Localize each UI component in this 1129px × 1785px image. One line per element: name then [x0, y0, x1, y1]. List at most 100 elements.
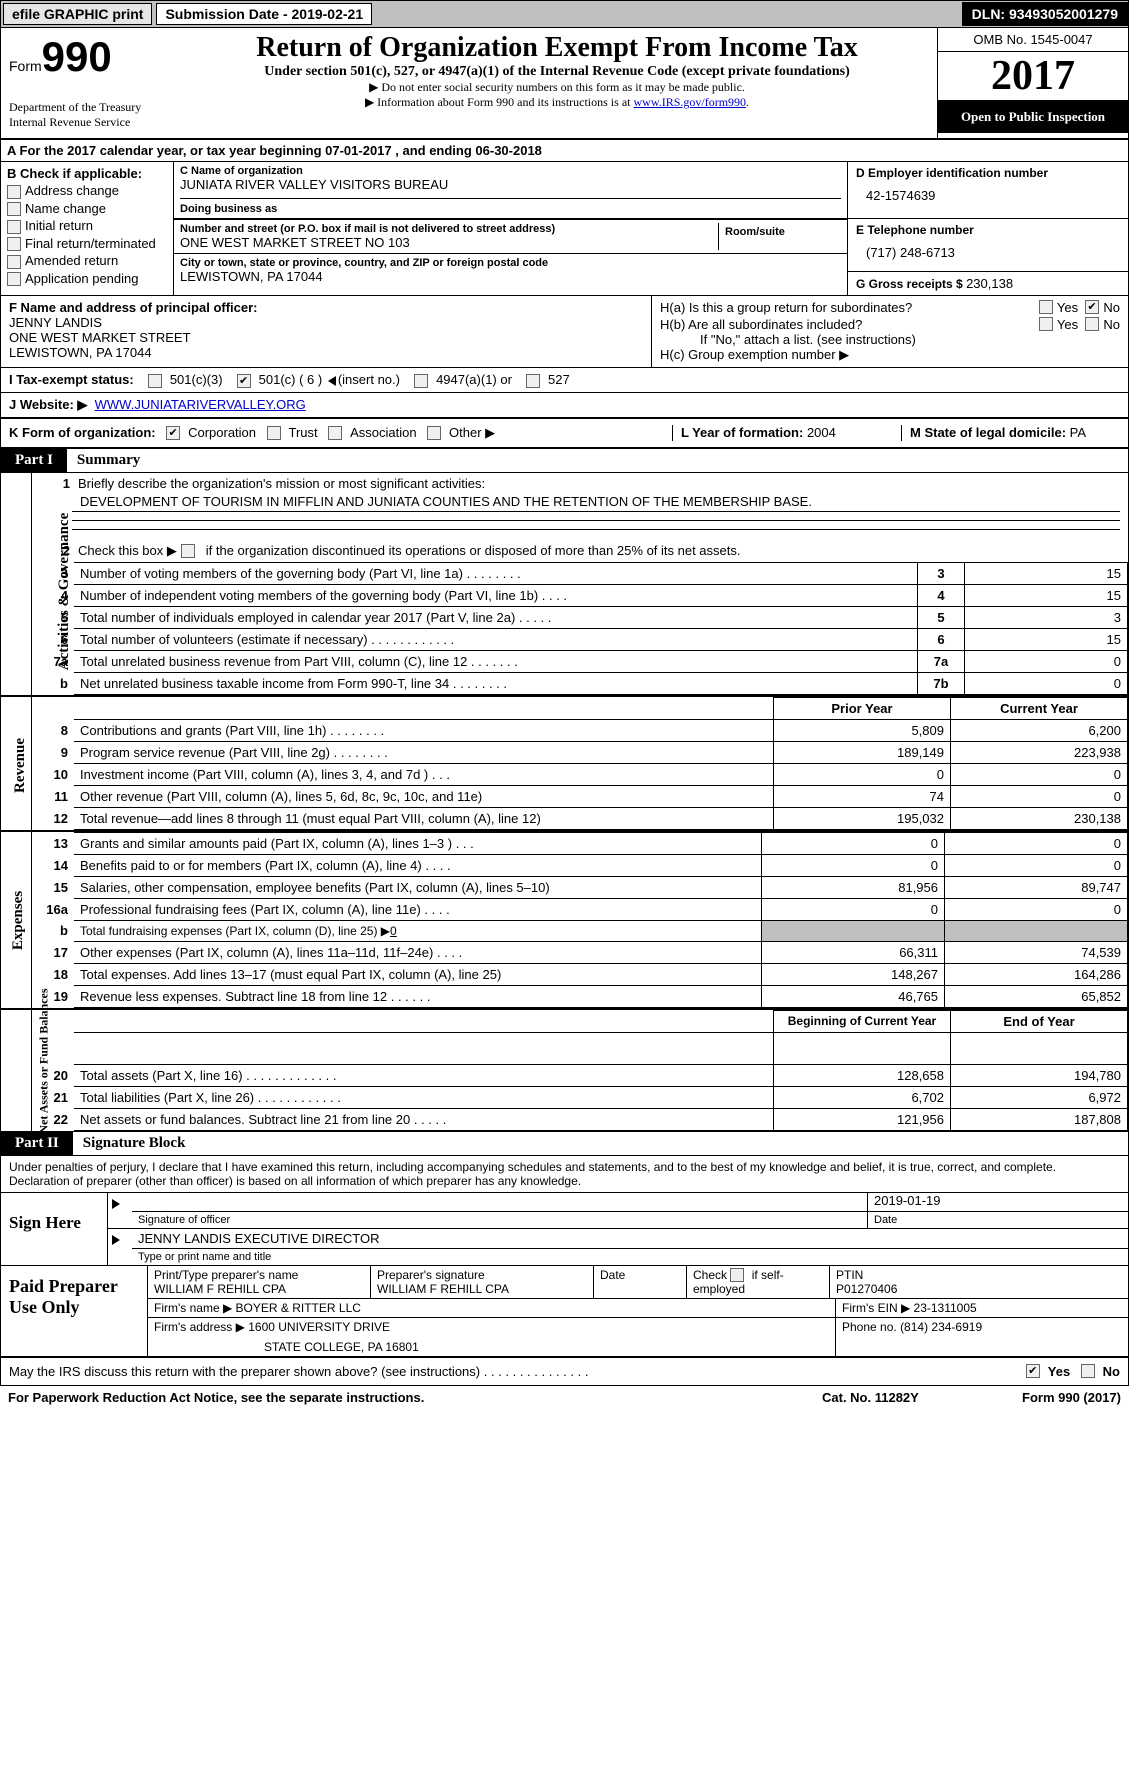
- side-netassets: Net Assets or Fund Balances: [1, 1010, 32, 1131]
- tax-year: 2017: [938, 52, 1128, 101]
- officer-printed-name: JENNY LANDIS EXECUTIVE DIRECTOR: [132, 1229, 1128, 1249]
- omb-number: OMB No. 1545-0047: [938, 28, 1128, 52]
- ha-yes: Yes: [1057, 300, 1078, 315]
- chk-other[interactable]: [427, 426, 441, 440]
- chk-hb-no[interactable]: [1085, 317, 1099, 331]
- room-label: Room/suite: [725, 226, 835, 238]
- line1-num: 1: [40, 476, 78, 491]
- prep-name: WILLIAM F REHILL CPA: [154, 1282, 364, 1296]
- chk-self-employed[interactable]: [730, 1268, 744, 1282]
- state-domicile: PA: [1070, 425, 1086, 440]
- prep-name-label: Print/Type preparer's name: [154, 1268, 364, 1282]
- officer-addr: ONE WEST MARKET STREET: [9, 330, 643, 345]
- ha-label: H(a) Is this a group return for subordin…: [660, 300, 1039, 315]
- chk-501c3[interactable]: [148, 374, 162, 388]
- chk-address-change[interactable]: [7, 185, 21, 199]
- form-note2: ▶ Information about Form 990 and its ins…: [187, 95, 927, 110]
- submission-date: Submission Date - 2019-02-21: [156, 3, 372, 25]
- printed-name-label: Type or print name and title: [132, 1249, 1128, 1265]
- firm-phone: (814) 234-6919: [900, 1320, 982, 1334]
- chk-final-return[interactable]: [7, 237, 21, 251]
- firm-addr-label: Firm's address ▶: [154, 1320, 245, 1334]
- part1-title: Summary: [67, 452, 140, 469]
- org-name: JUNIATA RIVER VALLEY VISITORS BUREAU: [180, 177, 841, 192]
- officer-city: LEWISTOWN, PA 17044: [9, 345, 643, 360]
- netassets-table: Beginning of Current YearEnd of Year20To…: [32, 1010, 1128, 1131]
- chk-discuss-yes[interactable]: [1026, 1364, 1040, 1378]
- mission-text: DEVELOPMENT OF TOURISM IN MIFFLIN AND JU…: [32, 494, 1128, 509]
- chk-app-pending[interactable]: [7, 272, 21, 286]
- addr-label: Number and street (or P.O. box if mail i…: [180, 223, 718, 235]
- dept-treasury: Department of the Treasury: [9, 100, 169, 115]
- opt-final-return: Final return/terminated: [25, 236, 156, 251]
- arrow-icon: [108, 1229, 132, 1265]
- irs-link[interactable]: www.IRS.gov/form990: [633, 95, 746, 109]
- l-label: L Year of formation:: [681, 425, 807, 440]
- part1-label: Part I: [1, 449, 67, 472]
- firm-name-label: Firm's name ▶: [154, 1301, 232, 1315]
- chk-name-change[interactable]: [7, 202, 21, 216]
- m-label: M State of legal domicile:: [910, 425, 1070, 440]
- hb-no: No: [1103, 317, 1120, 332]
- pra-notice: For Paperwork Reduction Act Notice, see …: [8, 1390, 822, 1405]
- chk-trust[interactable]: [267, 426, 281, 440]
- phone-value: (717) 248-6713: [856, 245, 1120, 260]
- form-header: Form990 Department of the Treasury Inter…: [0, 28, 1129, 140]
- phone-label: E Telephone number: [856, 223, 1120, 237]
- firm-addr: 1600 UNIVERSITY DRIVE: [248, 1320, 390, 1334]
- col-b-checkboxes: B Check if applicable: Address change Na…: [1, 162, 174, 295]
- part2-title: Signature Block: [73, 1135, 186, 1152]
- ein-label: D Employer identification number: [856, 166, 1120, 180]
- firm-name: BOYER & RITTER LLC: [236, 1301, 361, 1315]
- chk-assoc[interactable]: [328, 426, 342, 440]
- hc-label: H(c) Group exemption number ▶: [660, 347, 1120, 363]
- chk-corp[interactable]: [166, 426, 180, 440]
- city-value: LEWISTOWN, PA 17044: [180, 269, 841, 284]
- officer-name: JENNY LANDIS: [9, 315, 643, 330]
- c-name-label: C Name of organization: [180, 165, 841, 177]
- street-address: ONE WEST MARKET STREET NO 103: [180, 235, 718, 250]
- chk-ha-no[interactable]: [1085, 300, 1099, 314]
- chk-initial-return[interactable]: [7, 220, 21, 234]
- i-label: I Tax-exempt status:: [9, 372, 134, 387]
- chk-4947[interactable]: [414, 374, 428, 388]
- opt-527: 527: [548, 372, 570, 387]
- b-label: B Check if applicable:: [7, 166, 167, 181]
- discuss-yes: Yes: [1048, 1364, 1070, 1379]
- opt-4947: 4947(a)(1) or: [436, 372, 512, 387]
- top-bar: efile GRAPHIC print Submission Date - 20…: [0, 0, 1129, 28]
- form-number: 990: [42, 33, 112, 80]
- arrow-left-icon: [328, 376, 336, 386]
- chk-discuss-no[interactable]: [1081, 1364, 1095, 1378]
- opt-amended: Amended return: [25, 253, 118, 268]
- chk-discontinued[interactable]: [181, 544, 195, 558]
- opt-501c: 501(c) ( 6 ): [259, 372, 326, 387]
- perjury-text: Under penalties of perjury, I declare th…: [0, 1156, 1129, 1193]
- efile-button[interactable]: efile GRAPHIC print: [3, 3, 152, 25]
- ein-value: 42-1574639: [856, 188, 1120, 203]
- opt-trust: Trust: [288, 425, 317, 440]
- opt-name-change: Name change: [25, 201, 106, 216]
- j-label: J Website: ▶: [9, 397, 87, 412]
- year-formation: 2004: [807, 425, 836, 440]
- opt-initial-return: Initial return: [25, 218, 93, 233]
- chk-amended[interactable]: [7, 255, 21, 269]
- form-title: Return of Organization Exempt From Incom…: [187, 32, 927, 64]
- chk-ha-yes[interactable]: [1039, 300, 1053, 314]
- gross-label: G Gross receipts $: [856, 277, 966, 291]
- chk-527[interactable]: [526, 374, 540, 388]
- discuss-text: May the IRS discuss this return with the…: [9, 1364, 1026, 1379]
- prep-sig: WILLIAM F REHILL CPA: [377, 1282, 587, 1296]
- ptin-value: P01270406: [836, 1282, 1122, 1296]
- line2-text: Check this box ▶ if the organization dis…: [78, 543, 1120, 559]
- chk-hb-yes[interactable]: [1039, 317, 1053, 331]
- prep-sig-label: Preparer's signature: [377, 1268, 587, 1282]
- side-activities: Activities & Governance: [1, 473, 32, 695]
- firm-ein: 23-1311005: [914, 1301, 977, 1315]
- expenses-table: 13Grants and similar amounts paid (Part …: [32, 832, 1128, 1008]
- website-link[interactable]: WWW.JUNIATARIVERVALLEY.ORG: [95, 397, 306, 412]
- form-subtitle: Under section 501(c), 527, or 4947(a)(1)…: [187, 64, 927, 80]
- hb-yes: Yes: [1057, 317, 1078, 332]
- firm-addr2: STATE COLLEGE, PA 16801: [154, 1340, 829, 1354]
- chk-501c[interactable]: [237, 374, 251, 388]
